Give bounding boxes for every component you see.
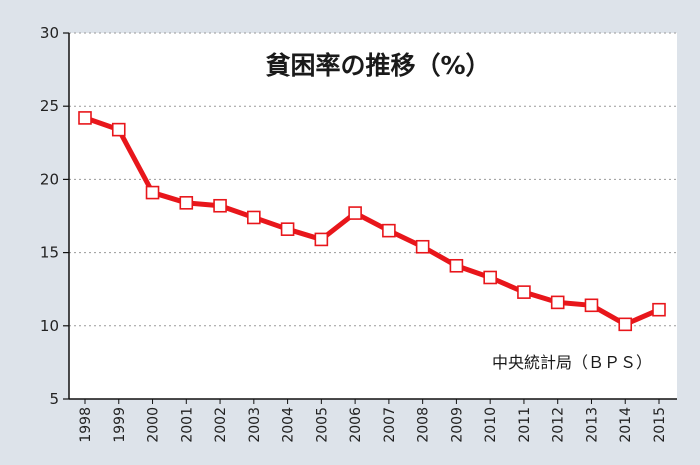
axes xyxy=(63,32,677,404)
data-point-marker xyxy=(179,196,194,210)
data-point-marker xyxy=(517,285,531,299)
x-tick-label: 2006 xyxy=(348,407,364,443)
data-point-marker xyxy=(550,295,565,310)
x-tick-labels: 1998 1999 2000 2001 2002 2003 2004 2005 2006 2007… xyxy=(78,407,668,443)
data-point-marker xyxy=(348,206,362,220)
x-tick-label: 1999 xyxy=(112,407,128,443)
data-point-marker xyxy=(415,239,430,254)
data-point-marker xyxy=(584,298,599,313)
x-tick-label: 2000 xyxy=(146,407,162,443)
data-point-marker xyxy=(213,198,227,213)
markers xyxy=(78,111,666,332)
data-point-marker xyxy=(111,122,126,137)
x-tick-label: 2015 xyxy=(652,407,668,443)
data-point-marker xyxy=(652,302,666,317)
y-tick-labels: 5 10 15 20 25 30 xyxy=(40,24,59,408)
source-note: 中央統計局（ＢＰＳ） xyxy=(492,353,652,372)
x-tick-label: 2008 xyxy=(416,407,432,443)
x-tick-label: 2005 xyxy=(314,407,330,443)
data-point-marker xyxy=(78,111,92,125)
x-tick-label: 2007 xyxy=(382,407,398,443)
x-tick-label: 2012 xyxy=(551,407,567,443)
x-tick-label: 2003 xyxy=(247,407,263,443)
y-tick-label: 20 xyxy=(40,170,59,188)
data-point-marker xyxy=(314,232,329,247)
x-tick-label: 2001 xyxy=(179,407,195,443)
data-point-marker xyxy=(247,210,261,225)
x-tick-label: 1998 xyxy=(78,407,94,443)
data-point-marker xyxy=(618,317,633,332)
x-tick-label: 2010 xyxy=(483,407,499,443)
data-point-marker xyxy=(280,222,295,236)
x-tick-label: 2013 xyxy=(584,407,600,443)
x-tick-label: 2009 xyxy=(449,407,465,443)
data-point-marker xyxy=(483,270,497,285)
x-tick-label: 2004 xyxy=(281,407,297,443)
y-tick-label: 5 xyxy=(49,390,59,408)
gridlines xyxy=(69,32,677,327)
y-tick-label: 10 xyxy=(40,317,59,335)
y-tick-label: 30 xyxy=(40,24,59,42)
data-point-marker xyxy=(382,223,396,238)
x-tick-label: 2011 xyxy=(517,407,533,443)
chart-title: 貧困率の推移（%） xyxy=(265,51,490,80)
x-tick-label: 2014 xyxy=(618,407,634,443)
data-point-marker xyxy=(145,185,160,200)
y-tick-label: 15 xyxy=(40,244,59,262)
y-tick-label: 25 xyxy=(40,97,59,115)
plot-area xyxy=(69,33,677,399)
data-point-marker xyxy=(449,258,464,273)
x-tick-label: 2002 xyxy=(213,407,229,443)
